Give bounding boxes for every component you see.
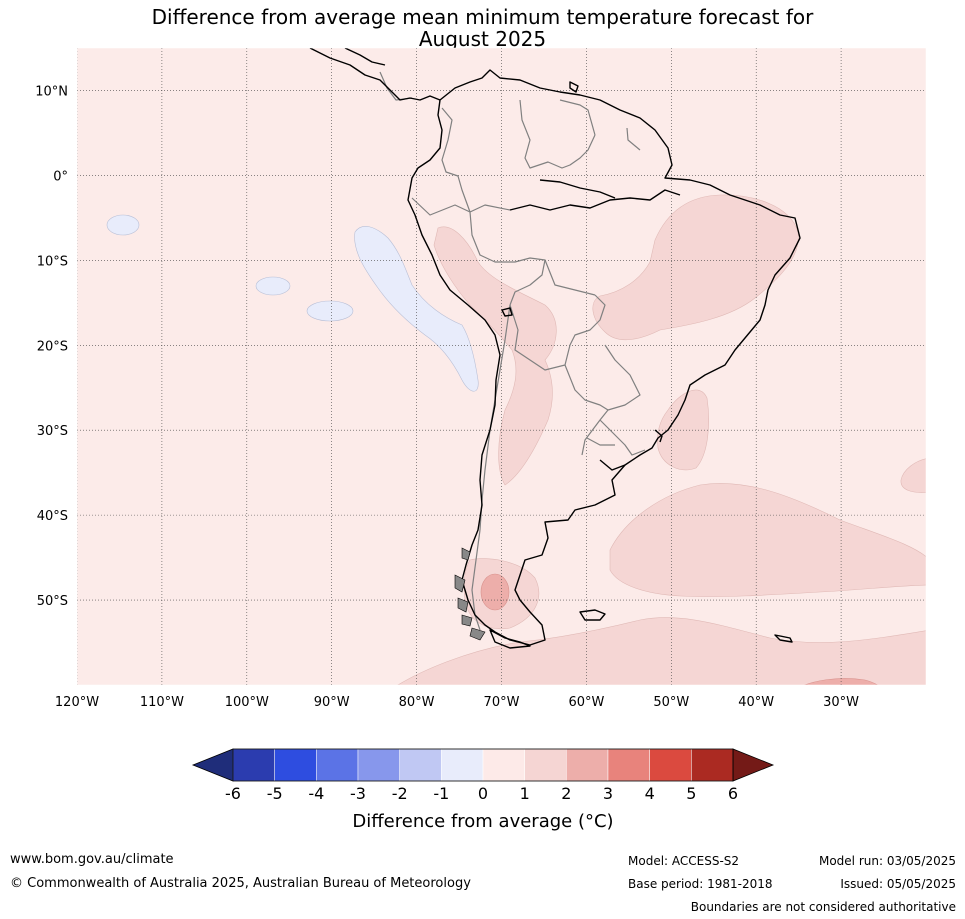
colorbar-tick-label: 3 (603, 784, 613, 803)
map-gridlines (77, 48, 926, 685)
colorbar-segment (399, 748, 442, 782)
longitude-tick-label: 70°W (484, 695, 520, 710)
map-title-line-2: August 2025 (418, 27, 547, 51)
copyright-notice: © Commonwealth of Australia 2025, Austra… (10, 876, 471, 891)
anomaly-region-southern-ocean (397, 617, 926, 685)
colorbar-title: Difference from average (°C) (352, 811, 613, 832)
latitude-tick-labels: 10°N 0° 10°S 20°S 30°S 40°S 50°S (35, 84, 68, 609)
issued-date: Issued: 05/05/2025 (840, 877, 956, 891)
colorbar-segment (649, 748, 692, 782)
chilean-archipelago (454, 547, 486, 641)
colorbar-segment (441, 748, 484, 782)
base-period: Base period: 1981-2018 (628, 877, 773, 891)
longitude-tick-labels: 120°W 110°W 100°W 90°W 80°W 70°W 60°W 50°W 40°W 3… (55, 695, 859, 710)
colorbar-tick-label: 4 (645, 784, 655, 803)
latitude-tick-label: 20°S (37, 339, 68, 354)
colorbar-segment (482, 748, 525, 782)
model-name: Model: ACCESS-S2 (628, 854, 740, 868)
coastlines (309, 48, 801, 649)
colorbar-tick-label: -1 (433, 784, 449, 803)
anomaly-region-south-atlantic (609, 483, 926, 597)
longitude-tick-label: 80°W (399, 695, 435, 710)
colorbar-segment (357, 748, 400, 782)
longitude-tick-label: 90°W (314, 695, 350, 710)
boundaries-disclaimer: Boundaries are not considered authoritat… (690, 900, 956, 914)
longitude-tick-label: 100°W (225, 695, 269, 710)
anomaly-region-andes (433, 226, 557, 486)
anomaly-region-strong-patagonia (480, 573, 510, 611)
cool-region-west-2 (255, 276, 291, 296)
longitude-tick-label: 60°W (568, 695, 604, 710)
latitude-tick-label: 0° (53, 169, 68, 184)
map-title-line-1: Difference from average mean minimum tem… (151, 5, 814, 29)
website-link[interactable]: www.bom.gov.au/climate (10, 852, 174, 867)
longitude-tick-label: 40°W (738, 695, 774, 710)
colorbar-tick-label: -3 (350, 784, 366, 803)
latitude-tick-label: 50°S (37, 594, 68, 609)
colorbar-tick-label: -6 (225, 784, 241, 803)
latitude-tick-label: 10°S (37, 254, 68, 269)
colorbar-tick-label: 2 (561, 784, 571, 803)
longitude-tick-label: 120°W (55, 695, 99, 710)
colorbar-segment (232, 748, 275, 782)
colorbar-tick-label: 5 (686, 784, 696, 803)
cool-region-west-3 (306, 300, 354, 322)
colorbar-tick-label: -5 (267, 784, 283, 803)
latitude-tick-label: 30°S (37, 424, 68, 439)
cool-region-west-1 (106, 214, 140, 236)
longitude-tick-label: 110°W (140, 695, 184, 710)
colorbar-segment (274, 748, 317, 782)
model-run-date: Model run: 03/05/2025 (818, 854, 956, 868)
colorbar-outline (232, 748, 734, 782)
colorbar-segment (691, 748, 734, 782)
latitude-tick-label: 40°S (37, 509, 68, 524)
colorbar-extend-low (191, 748, 234, 782)
map-frame (76, 47, 927, 686)
colorbar-tick-label: 1 (520, 784, 530, 803)
longitude-tick-label: 30°W (823, 695, 859, 710)
colorbar-tick-label: 0 (478, 784, 488, 803)
anomaly-regions (77, 48, 926, 685)
colorbar-tick-label: -4 (308, 784, 324, 803)
colorbar-segment (607, 748, 650, 782)
colorbar-segment (316, 748, 359, 782)
colorbar-tick-label: 6 (728, 784, 738, 803)
colorbar-tick-label: -2 (392, 784, 408, 803)
longitude-tick-label: 50°W (653, 695, 689, 710)
colorbar-extend-high (732, 748, 775, 782)
anomaly-region-east-edge (900, 458, 926, 493)
colorbar-segment (524, 748, 567, 782)
cool-region-peru-coast (354, 226, 479, 392)
colorbar: -6 -5 -4 -3 -2 -1 0 1 2 3 4 5 6 (191, 748, 775, 803)
colorbar-segment (566, 748, 609, 782)
latitude-tick-label: 10°N (35, 84, 68, 99)
